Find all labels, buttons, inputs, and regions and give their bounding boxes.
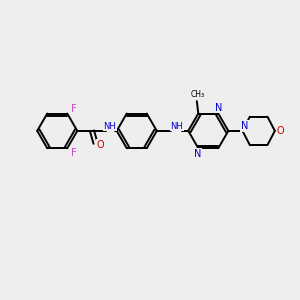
Text: N: N	[215, 103, 223, 112]
Text: CH₃: CH₃	[190, 90, 205, 99]
Text: NH: NH	[103, 122, 116, 130]
Text: NH: NH	[170, 122, 183, 130]
Text: O: O	[277, 126, 284, 136]
Text: N: N	[241, 121, 248, 131]
Text: F: F	[71, 104, 76, 114]
Text: F: F	[71, 148, 76, 158]
Text: O: O	[97, 140, 104, 150]
Text: N: N	[194, 149, 201, 159]
